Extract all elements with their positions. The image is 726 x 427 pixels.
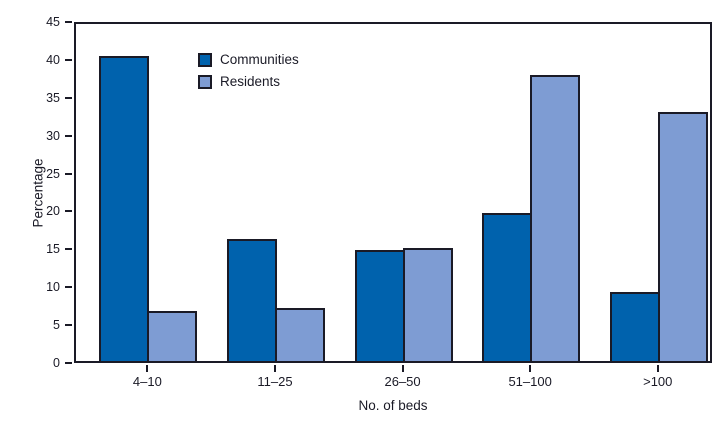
legend-label: Residents [220,74,281,89]
bar-residents-2 [274,308,325,361]
x-axis-tick [656,365,659,372]
bar-residents-5 [657,111,708,361]
bar-residents-1 [147,311,198,361]
legend: Communities Residents [198,52,299,96]
bar-communities-5 [609,291,660,361]
legend-item-residents: Residents [198,74,299,89]
bar-residents-4 [530,74,581,361]
y-axis-tick [65,21,72,23]
y-axis-tick-label: 40 [46,52,60,67]
legend-item-communities: Communities [198,52,299,67]
y-axis-tick [65,248,72,251]
x-axis-tick [273,365,276,372]
legend-swatch-residents [198,74,212,89]
y-axis-tick-label: 25 [46,166,60,181]
legend-label: Communities [220,52,299,67]
y-axis-tick-label: 35 [46,90,60,105]
bar-communities-2 [226,238,277,361]
y-axis-tick-label: 10 [46,280,60,295]
y-axis-tick-label: 5 [53,318,60,333]
bar-communities-1 [99,55,150,361]
y-axis-tick-label: 0 [53,356,60,370]
y-axis-tick [65,324,72,327]
x-axis-tick-label: 26–50 [384,374,421,389]
x-axis-tick-label: 51–100 [508,374,552,389]
x-axis-tick [401,365,404,372]
bar-communities-4 [482,213,533,361]
y-axis-tick-label: 15 [46,242,60,257]
x-axis-tick-label: 11–25 [257,374,293,389]
x-axis-title: No. of beds [358,398,428,413]
y-axis-tick [65,58,72,61]
y-axis-tick [65,172,72,175]
x-axis-tick [529,365,532,372]
y-axis-tick [65,96,72,99]
y-axis-tick-label: 20 [46,204,60,219]
y-axis-tick [65,362,72,364]
bar-communities-3 [354,250,405,361]
x-axis-tick [146,365,149,372]
y-axis-tick-label: 30 [46,128,60,143]
legend-swatch-communities [198,52,212,67]
bar-residents-3 [402,248,453,361]
y-axis-tick [65,286,72,289]
x-axis-tick-label: 4–10 [132,374,162,389]
plot-area [74,22,712,363]
y-axis-tick-label: 45 [46,15,60,29]
x-axis-tick-label: >100 [643,374,673,389]
y-axis-tick [65,134,72,137]
y-axis-title: Percentage [30,158,46,228]
y-axis-tick [65,210,72,213]
